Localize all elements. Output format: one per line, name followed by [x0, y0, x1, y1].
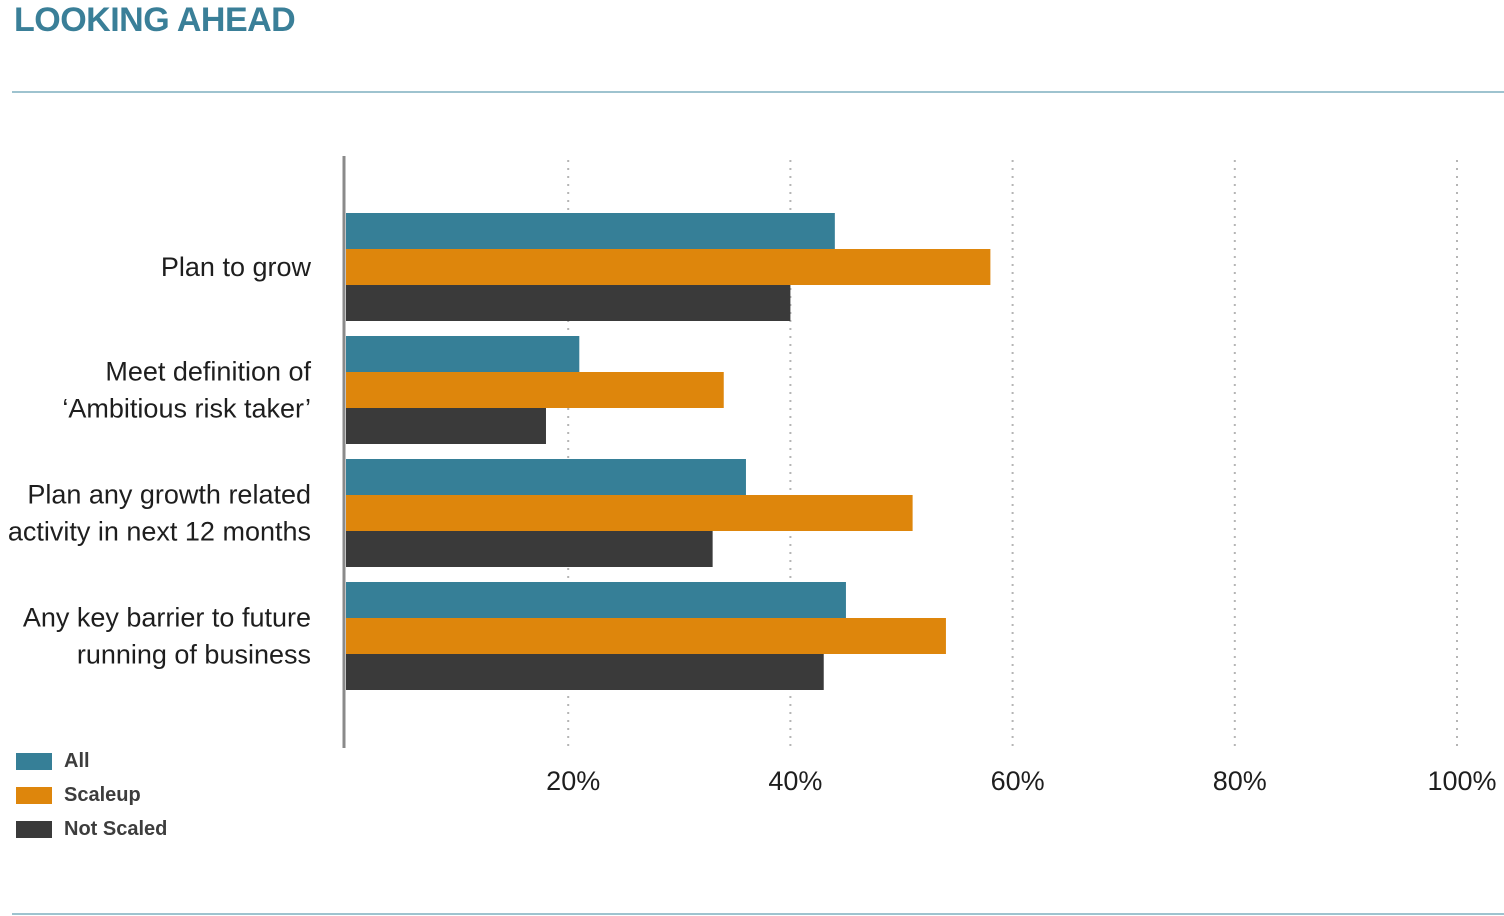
bar-all-1 — [346, 336, 580, 372]
x-tick-label-100: 100% — [1427, 766, 1496, 796]
legend-swatch-scaleup — [16, 786, 52, 804]
x-tick-label-80: 80% — [1213, 766, 1267, 796]
legend-item-not-scaled: Not Scaled — [16, 812, 167, 846]
legend-swatch-not-scaled — [16, 820, 52, 838]
legend-item-all: All — [16, 744, 167, 778]
bar-scaleup-3 — [346, 618, 946, 654]
top-divider — [12, 91, 1504, 93]
legend-item-scaleup: Scaleup — [16, 778, 167, 812]
legend: All Scaleup Not Scaled — [16, 744, 167, 846]
category-label-0: Plan to grow — [161, 252, 312, 282]
bar-all-0 — [346, 213, 835, 249]
bar-not-scaled-3 — [346, 654, 824, 690]
bar-not-scaled-2 — [346, 531, 713, 567]
bar-all-3 — [346, 582, 846, 618]
legend-swatch-all — [16, 752, 52, 770]
x-tick-label-20: 20% — [546, 766, 600, 796]
chart-title: LOOKING AHEAD — [14, 1, 296, 39]
category-label-3-line-0: Any key barrier to future — [23, 603, 311, 633]
bar-scaleup-0 — [346, 249, 991, 285]
legend-label-all: All — [64, 749, 90, 772]
bar-not-scaled-1 — [346, 408, 546, 444]
legend-label-not-scaled: Not Scaled — [64, 817, 168, 840]
bottom-divider — [12, 913, 1504, 915]
x-tick-label-40: 40% — [768, 766, 822, 796]
category-label-1-line-1: ‘Ambitious risk taker’ — [62, 394, 311, 424]
category-label-3-line-1: running of business — [77, 640, 311, 670]
category-label-2-line-0: Plan any growth related — [27, 480, 311, 510]
category-label-2-line-1: activity in next 12 months — [8, 517, 311, 547]
bar-all-2 — [346, 459, 746, 495]
x-tick-label-60: 60% — [991, 766, 1045, 796]
bar-scaleup-2 — [346, 495, 913, 531]
category-label-1-line-0: Meet definition of — [105, 357, 311, 387]
bar-not-scaled-0 — [346, 285, 791, 321]
bar-scaleup-1 — [346, 372, 724, 408]
legend-label-scaleup: Scaleup — [64, 783, 141, 806]
